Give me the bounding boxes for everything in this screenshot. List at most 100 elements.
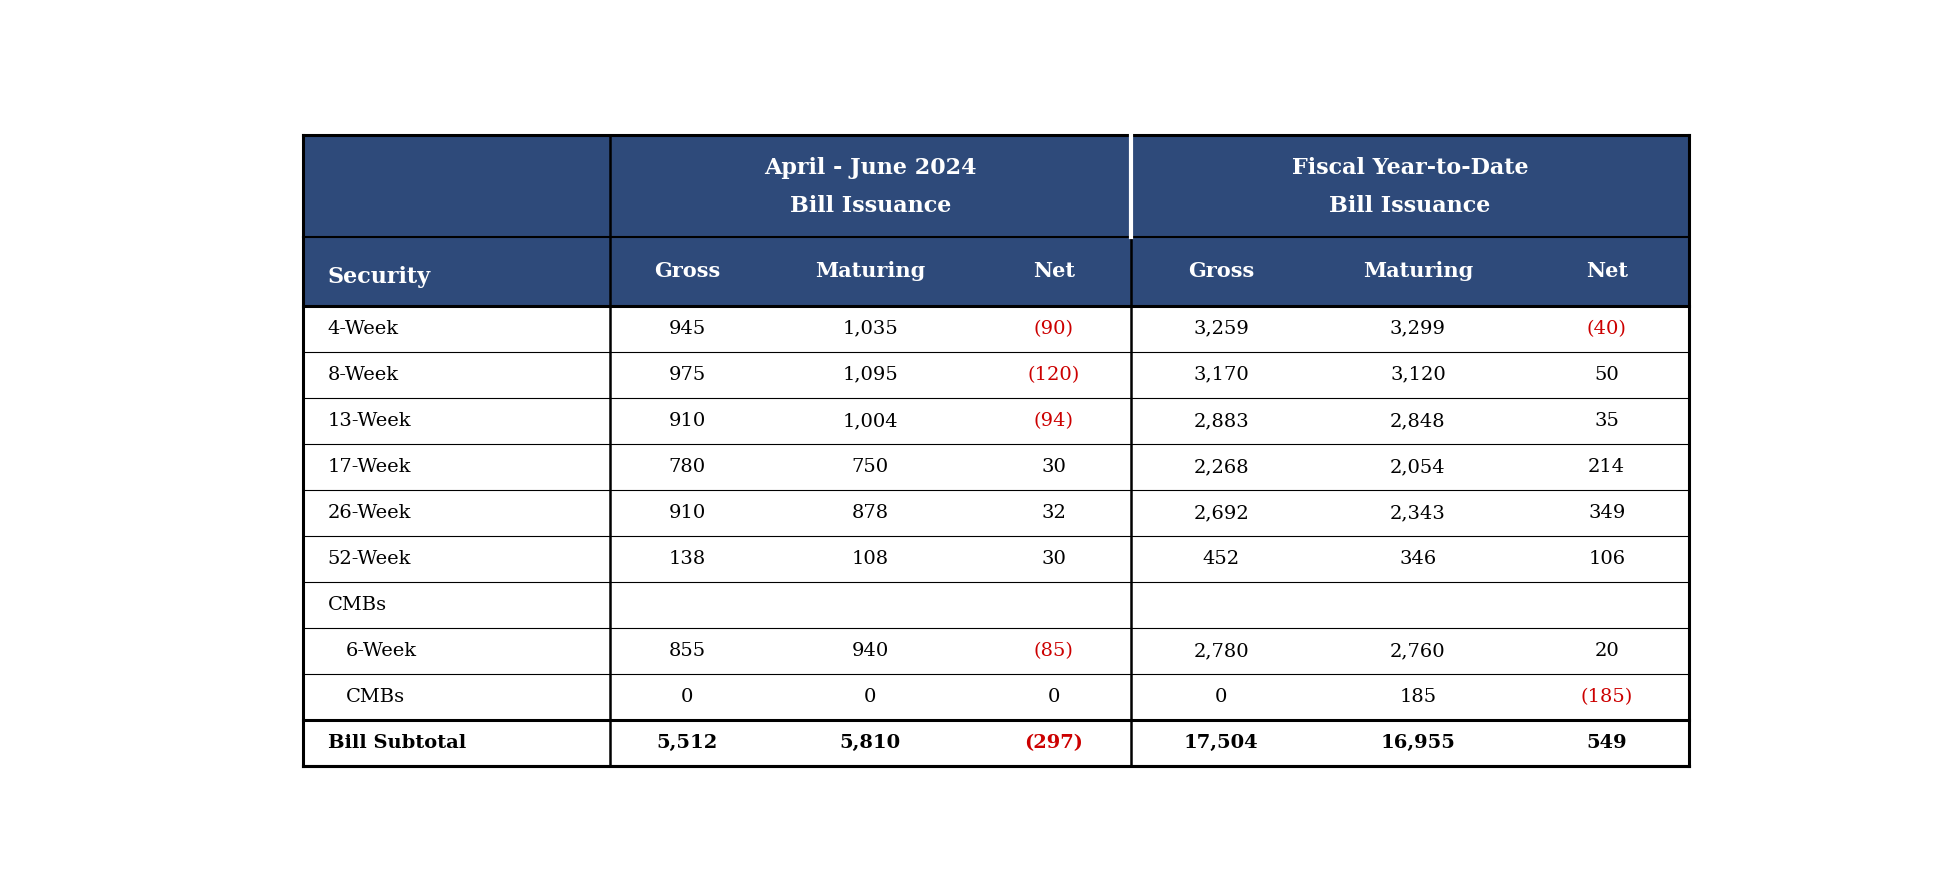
Text: 975: 975 — [669, 366, 706, 384]
Bar — [303, 306, 610, 351]
Bar — [764, 444, 976, 490]
Text: 17,504: 17,504 — [1184, 734, 1258, 752]
Text: 50: 50 — [1594, 366, 1619, 384]
Text: 4-Week: 4-Week — [329, 319, 399, 338]
Text: 0: 0 — [1215, 689, 1227, 706]
Text: 940: 940 — [851, 642, 888, 660]
Bar — [764, 351, 976, 398]
Bar — [1312, 237, 1524, 306]
Text: (90): (90) — [1034, 319, 1073, 338]
Bar — [976, 351, 1131, 398]
Bar — [1312, 721, 1524, 766]
Text: (40): (40) — [1586, 319, 1627, 338]
Text: CMBs: CMBs — [346, 689, 406, 706]
Text: 2,883: 2,883 — [1194, 412, 1250, 430]
Bar — [1131, 490, 1312, 536]
Text: Gross: Gross — [1188, 261, 1254, 282]
Text: 5,512: 5,512 — [657, 734, 717, 752]
Bar — [610, 135, 1131, 237]
Text: Maturing: Maturing — [815, 261, 925, 282]
Bar — [1312, 490, 1524, 536]
Bar — [1524, 444, 1689, 490]
Bar — [610, 490, 764, 536]
Text: 8-Week: 8-Week — [329, 366, 399, 384]
Text: Maturing: Maturing — [1363, 261, 1474, 282]
Text: Fiscal Year-to-Date: Fiscal Year-to-Date — [1291, 157, 1528, 179]
Text: 2,780: 2,780 — [1194, 642, 1250, 660]
Text: 346: 346 — [1400, 550, 1437, 568]
Text: 3,259: 3,259 — [1194, 319, 1250, 338]
Bar — [1312, 674, 1524, 721]
Text: 52-Week: 52-Week — [329, 550, 412, 568]
Bar — [764, 628, 976, 674]
Text: 32: 32 — [1042, 504, 1065, 522]
Text: April - June 2024: April - June 2024 — [764, 157, 976, 179]
Bar — [976, 582, 1131, 628]
Bar — [303, 398, 610, 444]
Bar — [1524, 398, 1689, 444]
Bar — [1524, 582, 1689, 628]
Text: 35: 35 — [1594, 412, 1619, 430]
Text: (297): (297) — [1024, 734, 1083, 752]
Bar — [1312, 398, 1524, 444]
Bar — [976, 536, 1131, 582]
Text: 106: 106 — [1588, 550, 1625, 568]
Bar — [1312, 306, 1524, 351]
Text: 945: 945 — [669, 319, 706, 338]
Text: Bill Issuance: Bill Issuance — [789, 195, 951, 218]
Text: 0: 0 — [865, 689, 877, 706]
Text: 0: 0 — [1048, 689, 1059, 706]
Bar — [303, 674, 610, 721]
Bar — [610, 674, 764, 721]
Bar — [764, 306, 976, 351]
Bar — [764, 674, 976, 721]
Bar — [976, 398, 1131, 444]
Bar — [303, 135, 610, 306]
Bar — [764, 721, 976, 766]
Bar — [1131, 135, 1689, 237]
Bar — [764, 582, 976, 628]
Text: 185: 185 — [1400, 689, 1437, 706]
Text: (185): (185) — [1580, 689, 1633, 706]
Bar — [976, 490, 1131, 536]
Bar — [976, 674, 1131, 721]
Bar — [303, 536, 610, 582]
Bar — [1524, 628, 1689, 674]
Text: 30: 30 — [1042, 458, 1065, 476]
Bar — [976, 237, 1131, 306]
Text: Gross: Gross — [653, 261, 721, 282]
Bar — [764, 536, 976, 582]
Text: 5,810: 5,810 — [840, 734, 900, 752]
Text: 1,004: 1,004 — [842, 412, 898, 430]
Text: (94): (94) — [1034, 412, 1073, 430]
Text: Net: Net — [1586, 261, 1627, 282]
Text: 108: 108 — [851, 550, 888, 568]
Text: 2,268: 2,268 — [1194, 458, 1250, 476]
Bar — [1524, 237, 1689, 306]
Bar — [1131, 628, 1312, 674]
Text: Bill Issuance: Bill Issuance — [1330, 195, 1491, 218]
Bar — [1524, 351, 1689, 398]
Text: 26-Week: 26-Week — [329, 504, 412, 522]
Text: 3,299: 3,299 — [1390, 319, 1446, 338]
Bar — [610, 351, 764, 398]
Bar — [976, 444, 1131, 490]
Bar — [1524, 721, 1689, 766]
Text: 1,095: 1,095 — [842, 366, 898, 384]
Text: 1,035: 1,035 — [842, 319, 898, 338]
Bar — [1131, 398, 1312, 444]
Text: 6-Week: 6-Week — [346, 642, 418, 660]
Bar — [976, 721, 1131, 766]
Bar — [976, 628, 1131, 674]
Text: Security: Security — [329, 266, 432, 287]
Text: 878: 878 — [851, 504, 888, 522]
Text: 20: 20 — [1594, 642, 1619, 660]
Bar — [1131, 237, 1312, 306]
Text: 855: 855 — [669, 642, 706, 660]
Bar — [610, 536, 764, 582]
Bar — [610, 628, 764, 674]
Text: 3,170: 3,170 — [1194, 366, 1250, 384]
Bar — [1131, 444, 1312, 490]
Text: Bill Subtotal: Bill Subtotal — [329, 734, 467, 752]
Bar — [1312, 582, 1524, 628]
